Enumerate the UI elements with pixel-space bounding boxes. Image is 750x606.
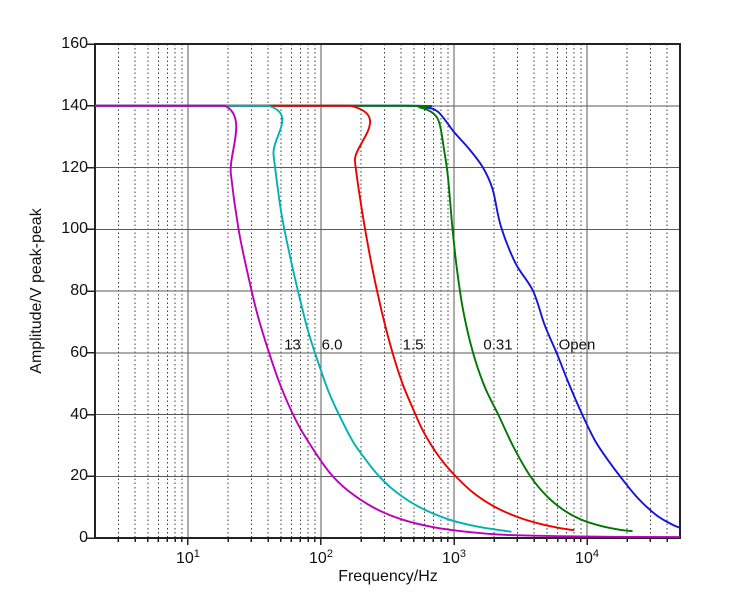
series-line-Open — [95, 104, 681, 529]
series-line-6.0 — [95, 104, 512, 533]
series-line-13 — [95, 104, 681, 539]
grid-hlines — [95, 105, 680, 477]
series-line-1.5 — [95, 104, 575, 532]
plot-border — [94, 43, 681, 539]
series-line-0.31 — [95, 104, 633, 533]
